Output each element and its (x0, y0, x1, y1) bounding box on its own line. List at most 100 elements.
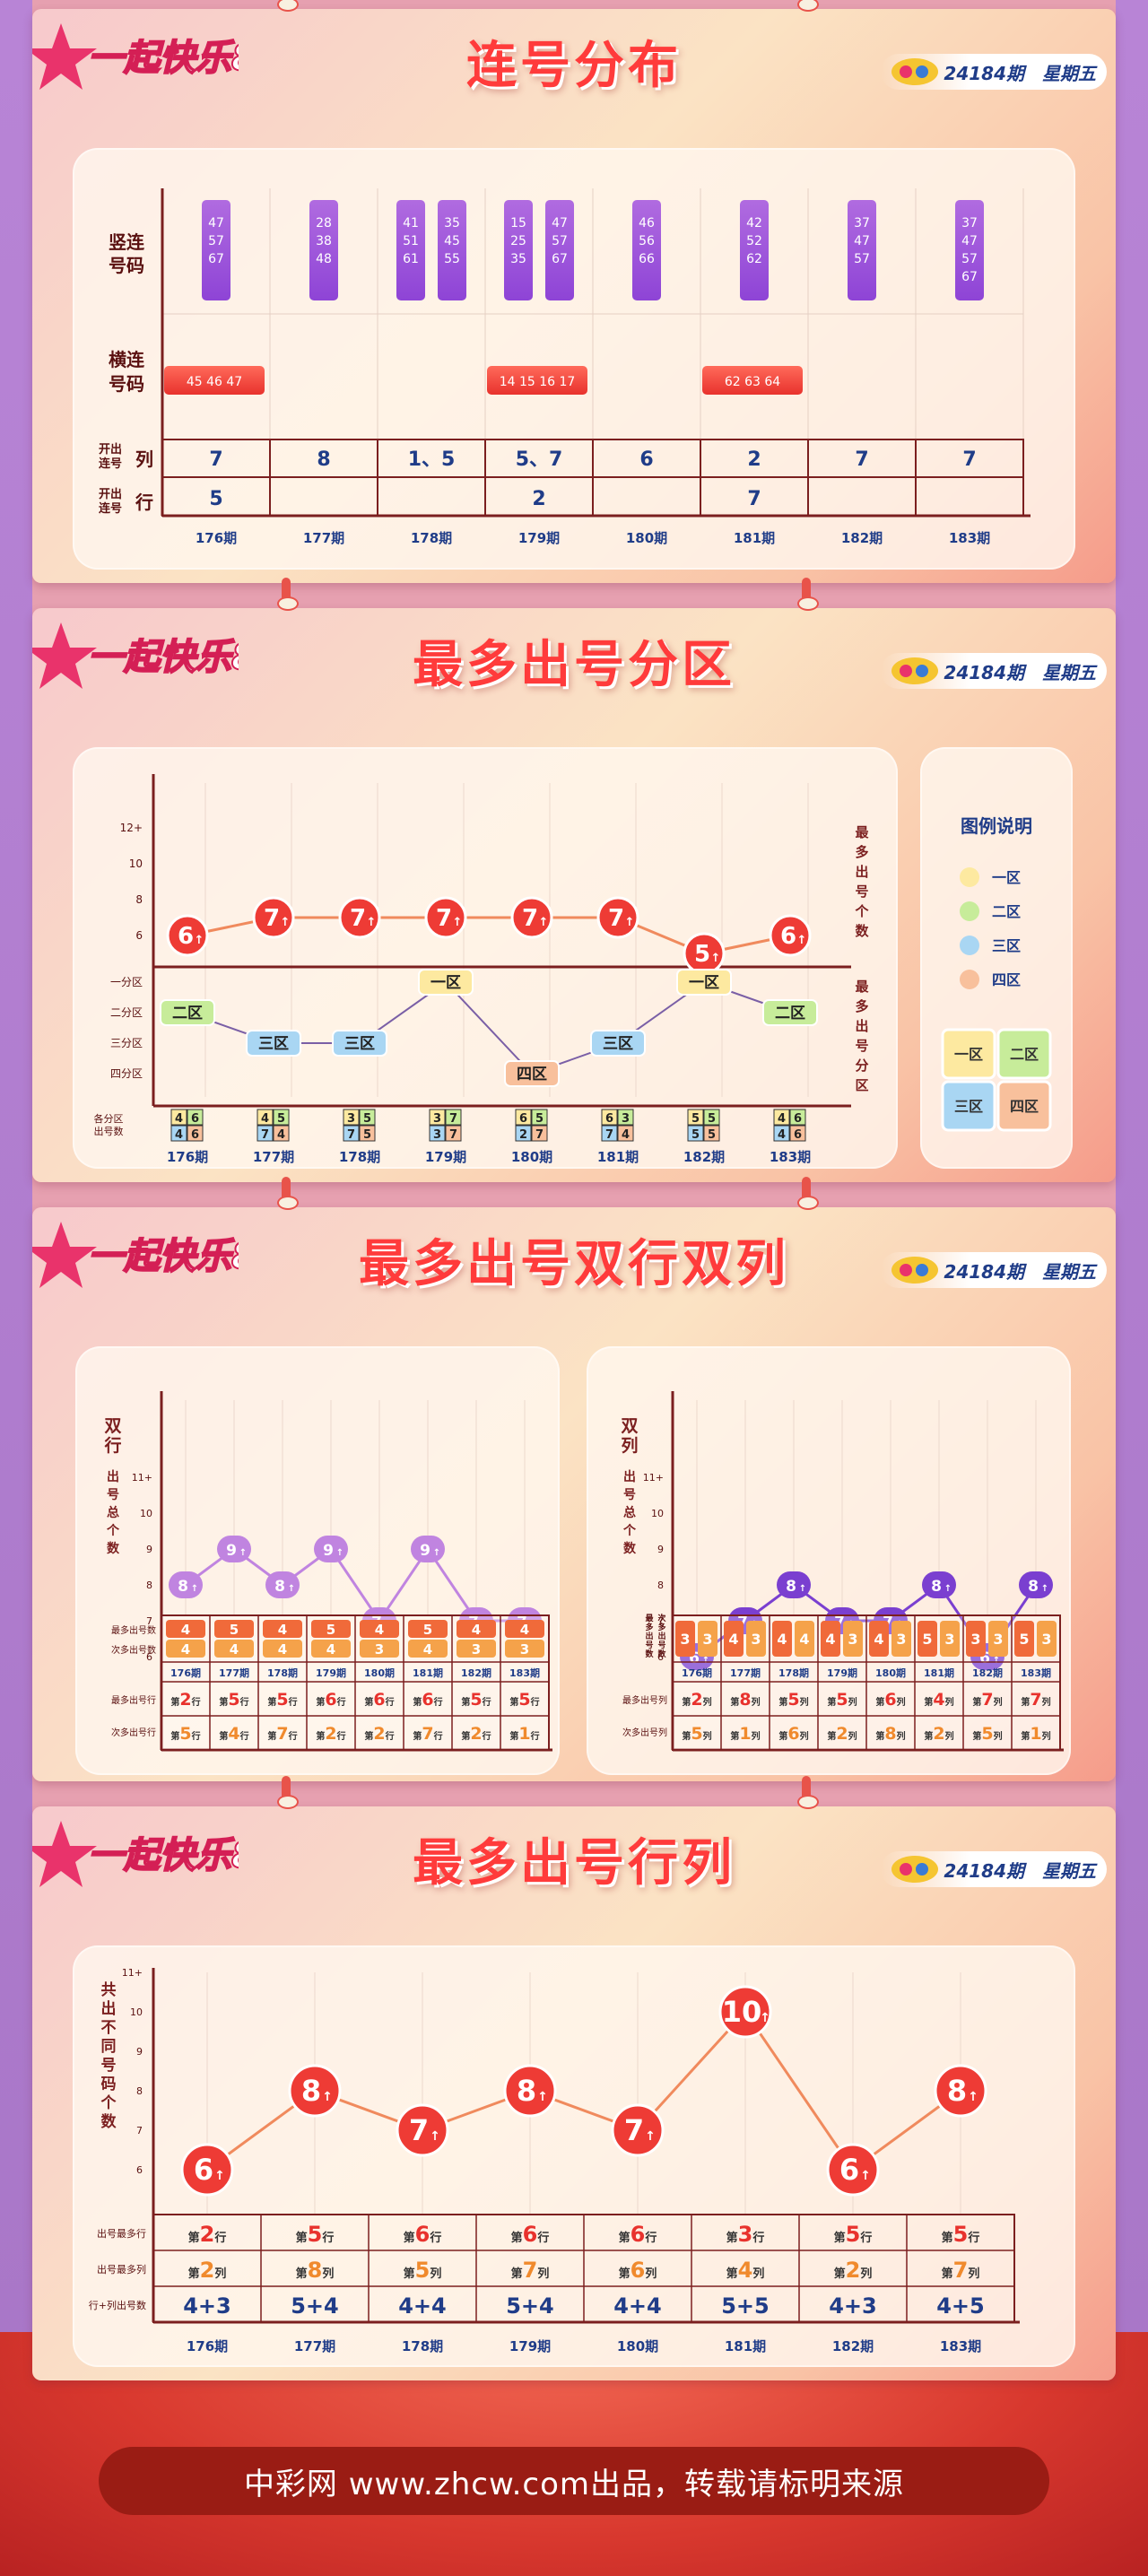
ordinal-value: 2 (933, 1724, 944, 1744)
up-arrow-icon: ↑ (430, 2129, 440, 2144)
period-label: 180期 (617, 2338, 658, 2354)
ordinal-value: 5 (953, 2222, 969, 2247)
zone-grid-value: 7 (261, 1128, 269, 1142)
legend-grid-label: 三区 (954, 1098, 983, 1115)
vertical-run-number: 45 (444, 234, 460, 248)
pair-value-b: 3 (751, 1631, 761, 1648)
vertical-run-number: 57 (208, 234, 224, 248)
ordinal-cell: 第4列 (924, 1690, 953, 1710)
zone-badge-label: 三区 (344, 1035, 375, 1053)
ordinal-value: 8 (739, 1690, 751, 1710)
sum-value: 4+4 (398, 2293, 447, 2319)
pair-value-b: 3 (1041, 1631, 1051, 1648)
y-tick: 9 (146, 1544, 152, 1555)
zone-grid-cell (170, 1125, 187, 1142)
vertical-run-number: 42 (746, 216, 762, 231)
ylabel-sub: 出号总个数 (622, 1469, 637, 1556)
up-arrow-icon: ↑ (539, 916, 549, 929)
y-tick: 7 (146, 1615, 152, 1627)
bottom-label-2: 出号数 (94, 1125, 124, 1137)
ordinal-value: 5 (470, 1690, 482, 1710)
period-label: 176期 (167, 1149, 208, 1165)
y-tick: 6 (136, 2164, 143, 2176)
row2-chip (457, 1640, 496, 1658)
value-label: 5 (694, 941, 710, 968)
panel-zone-chart: 12+ 10 8 6 一分区 二分区 三分区 四分区 最多出号个数 最多出号分区 各分区 出号数 6 ↑ 7… (73, 747, 898, 1169)
row-count-value: 5 (209, 488, 222, 510)
pair-value-a: 4 (728, 1631, 738, 1648)
zone-badge-label: 三区 (603, 1035, 633, 1053)
zone-grid-value: 5 (691, 1112, 700, 1126)
ordinal-cell: 第8列 (730, 1690, 760, 1710)
legend-grid-cell (941, 1080, 996, 1132)
panel-double-cols: 11+109876双列出号总个数6↑7↑8↑7↑7↑8↑6↑8↑最多出号数次多出… (587, 1346, 1071, 1775)
legend-item: 四区 (992, 971, 1021, 988)
zone-grid-value: 5 (708, 1128, 716, 1142)
ordinal-value: 7 (981, 1690, 993, 1710)
zone-grid-cell (359, 1109, 376, 1126)
zone-axis-label: 一分区 (110, 976, 143, 988)
period-label: 181期 (725, 2338, 766, 2354)
period-label: 181期 (597, 1149, 639, 1165)
y-tick: 6 (657, 1651, 664, 1663)
period-label: 183期 (509, 1667, 540, 1679)
ordinal-cell: 第6行 (364, 1690, 394, 1710)
pair-chip-a (966, 1621, 986, 1657)
pair-value-a: 4 (777, 1631, 787, 1648)
zone-grid-value: 4 (175, 1128, 183, 1142)
zone-grid-cell (170, 1109, 187, 1126)
weekday: 星期五 (1042, 62, 1096, 84)
sum-value: 4+3 (829, 2293, 877, 2319)
value-label: 7 (624, 2113, 644, 2147)
zone-grid-cell (773, 1109, 790, 1126)
y-tick: 8 (136, 2085, 143, 2097)
zone-grid-cell (601, 1125, 618, 1142)
value-label: 8 (1028, 1578, 1039, 1596)
zone-grid-value: 3 (622, 1112, 630, 1126)
row1-value: 5 (326, 1622, 335, 1638)
y-tick: 6 (146, 1651, 152, 1663)
ordinal-value: 3 (738, 2222, 753, 2247)
period-label: 180期 (364, 1667, 395, 1679)
col-count-value: 2 (747, 448, 761, 471)
ordinal-value: 5 (836, 1690, 848, 1710)
pair-chip-a (724, 1621, 744, 1657)
zone-line (187, 980, 791, 1075)
period-label: 183期 (949, 530, 990, 546)
value-marker (1019, 1571, 1053, 1598)
pair-value-a: 5 (1019, 1631, 1029, 1648)
pair-chip-a (869, 1621, 889, 1657)
ordinal-value: 5 (846, 2222, 861, 2247)
ordinal-cell: 第5行 (170, 1724, 200, 1744)
period-label: 179期 (509, 2338, 551, 2354)
y-tick: 9 (657, 1544, 664, 1555)
up-arrow-icon: ↑ (433, 1548, 440, 1558)
ordinal-value: 6 (631, 2222, 646, 2247)
up-arrow-icon: ↑ (214, 2169, 225, 2183)
pair-value-a: 5 (922, 1631, 932, 1648)
up-arrow-icon: ↑ (367, 916, 377, 929)
ordinal-cell: 第7列 (1021, 1690, 1050, 1710)
ordinal-cell: 第2列 (682, 1690, 711, 1710)
value-marker (338, 896, 381, 939)
pair-chip-a (918, 1621, 937, 1657)
zone-grid-cell (515, 1109, 532, 1126)
row1-chip (214, 1620, 254, 1638)
hanger-left (277, 1776, 299, 1809)
legend-title: 图例说明 (961, 815, 1032, 837)
ordinal-value: 1 (518, 1724, 530, 1744)
ordinal-value: 6 (787, 1724, 799, 1744)
zone-badge-label: 一区 (689, 974, 719, 992)
hanger-right (797, 1776, 819, 1809)
ordinal-value: 1 (1030, 1724, 1041, 1744)
pair-chip-b (1037, 1621, 1057, 1657)
vertical-run-bar (438, 200, 466, 300)
label-horizontal-2: 号码 (109, 373, 144, 395)
panel-double-rows: 11+109876双行出号总个数8↑9↑8↑9↑7↑9↑7↑7↑最多出号数次多出… (75, 1346, 560, 1775)
issue-number: 24184期 (944, 661, 1024, 683)
ordinal-cell: 第5行 (509, 1690, 539, 1710)
sum-value: 5+5 (721, 2293, 770, 2319)
up-arrow-icon: ↑ (537, 2090, 548, 2104)
period-label: 179期 (316, 1667, 346, 1679)
period-label: 182期 (461, 1667, 491, 1679)
